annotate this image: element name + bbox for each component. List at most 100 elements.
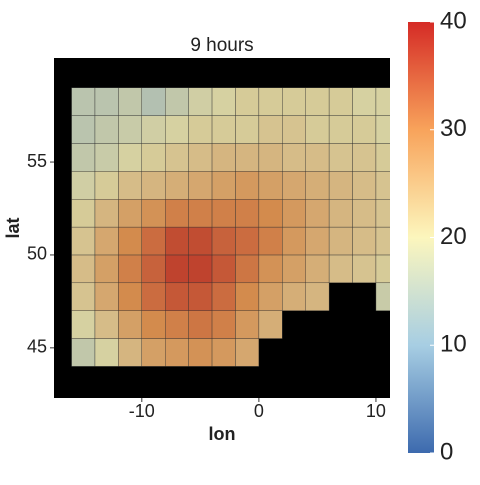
heat-cell xyxy=(328,254,353,284)
y-axis-label: lat xyxy=(3,217,23,238)
heat-cell xyxy=(211,310,236,339)
heat-cell xyxy=(165,226,189,256)
heat-cell xyxy=(305,199,330,228)
heat-cell xyxy=(352,115,377,144)
heat-cell xyxy=(375,87,390,116)
heat-cell xyxy=(141,338,166,367)
heat-cell xyxy=(375,254,390,284)
heat-cell xyxy=(94,199,119,228)
heat-cell xyxy=(282,87,306,116)
heat-cell xyxy=(165,338,189,367)
heat-cell xyxy=(118,115,143,144)
heat-cell xyxy=(71,338,96,367)
heat-cell xyxy=(94,282,119,311)
colorbar-tick-label: 40 xyxy=(440,7,467,34)
heat-cell xyxy=(258,199,283,228)
x-axis-label: lon xyxy=(209,424,236,444)
x-tick-label: -10 xyxy=(129,401,155,421)
heat-cell xyxy=(258,310,283,339)
heat-cell xyxy=(94,143,119,172)
heat-cell xyxy=(165,282,189,311)
heat-cell xyxy=(71,282,96,311)
heat-cell xyxy=(71,310,96,339)
heat-cell xyxy=(71,226,96,256)
heat-cell xyxy=(305,171,330,200)
heat-cell xyxy=(282,143,306,172)
heat-cell xyxy=(235,171,260,200)
heat-cell xyxy=(235,226,260,256)
heat-cell xyxy=(71,254,96,284)
heat-cell xyxy=(188,310,213,339)
heat-cell xyxy=(118,143,143,172)
heat-cell xyxy=(188,338,213,367)
heat-cell xyxy=(211,254,236,284)
heat-cell xyxy=(328,115,353,144)
heat-cell xyxy=(328,143,353,172)
heat-cell xyxy=(375,226,390,256)
colorbar xyxy=(408,22,434,453)
heat-cell xyxy=(282,199,306,228)
heat-cell xyxy=(235,310,260,339)
y-tick-label: 45 xyxy=(27,337,47,357)
heat-cell xyxy=(188,87,213,116)
heatmap xyxy=(71,87,390,367)
x-tick-label: 0 xyxy=(254,401,264,421)
heat-cell xyxy=(211,143,236,172)
heat-cell xyxy=(282,171,306,200)
heat-cell xyxy=(118,226,143,256)
colorbar-tick-label: 0 xyxy=(440,438,453,465)
heat-cell xyxy=(141,226,166,256)
heat-cell xyxy=(94,310,119,339)
heat-cell xyxy=(352,143,377,172)
heat-cell xyxy=(211,199,236,228)
heat-cell xyxy=(94,254,119,284)
heat-cell xyxy=(258,87,283,116)
heat-cell xyxy=(305,254,330,284)
heat-cell xyxy=(118,171,143,200)
heat-cell xyxy=(235,254,260,284)
heat-cell xyxy=(282,254,306,284)
heat-cell xyxy=(328,226,353,256)
heat-cell xyxy=(71,171,96,200)
heat-cell xyxy=(282,115,306,144)
heat-cell xyxy=(211,115,236,144)
heat-cell xyxy=(141,143,166,172)
heat-cell xyxy=(211,87,236,116)
heat-cell xyxy=(305,226,330,256)
chart-title: 9 hours xyxy=(190,35,253,56)
heat-cell xyxy=(282,282,306,311)
heat-cell xyxy=(141,115,166,144)
heat-cell xyxy=(235,87,260,116)
heat-cell xyxy=(188,115,213,144)
colorbar-tick-label: 10 xyxy=(440,331,467,358)
heat-cell xyxy=(165,171,189,200)
heat-cell xyxy=(211,282,236,311)
heat-cell xyxy=(118,282,143,311)
heat-cell xyxy=(258,282,283,311)
heat-cell xyxy=(258,254,283,284)
heat-cell xyxy=(375,143,390,172)
heat-cell xyxy=(328,171,353,200)
heat-cell xyxy=(258,171,283,200)
heat-cell xyxy=(352,87,377,116)
heat-cell xyxy=(165,143,189,172)
heat-cell xyxy=(352,199,377,228)
heat-cell xyxy=(165,87,189,116)
heat-cell xyxy=(305,87,330,116)
heat-cell xyxy=(71,143,96,172)
heat-cell xyxy=(118,310,143,339)
heat-cell xyxy=(141,310,166,339)
heat-cell xyxy=(71,115,96,144)
heat-cell xyxy=(352,226,377,256)
heat-cell xyxy=(211,171,236,200)
heat-cell xyxy=(375,171,390,200)
heat-cell xyxy=(235,338,260,367)
heat-cell xyxy=(235,199,260,228)
heat-cell xyxy=(375,199,390,228)
heat-cell xyxy=(282,226,306,256)
heat-cell xyxy=(188,282,213,311)
heat-cell xyxy=(188,226,213,256)
heat-cell xyxy=(71,87,96,116)
heat-cell xyxy=(305,282,330,311)
